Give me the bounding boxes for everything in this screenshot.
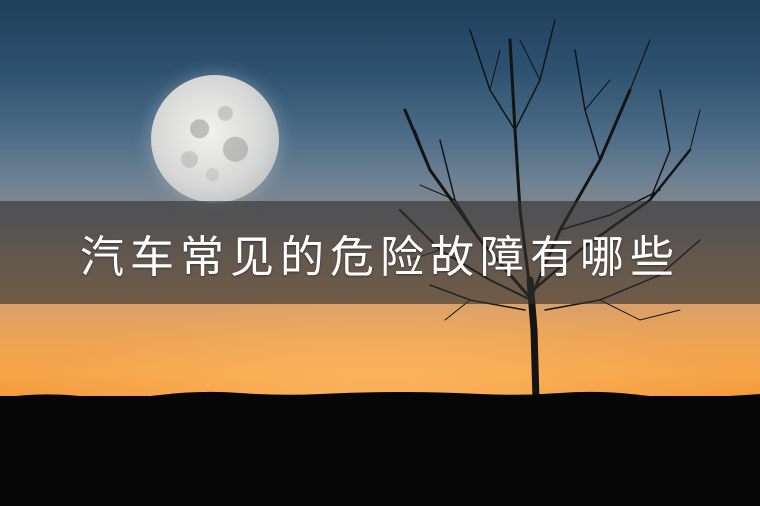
title-overlay-band (0, 201, 760, 304)
banner-title: 汽车常见的危险故障有哪些 (80, 231, 680, 283)
sunset-glow (0, 290, 760, 410)
full-moon (151, 75, 279, 203)
dark-ground (0, 396, 760, 506)
